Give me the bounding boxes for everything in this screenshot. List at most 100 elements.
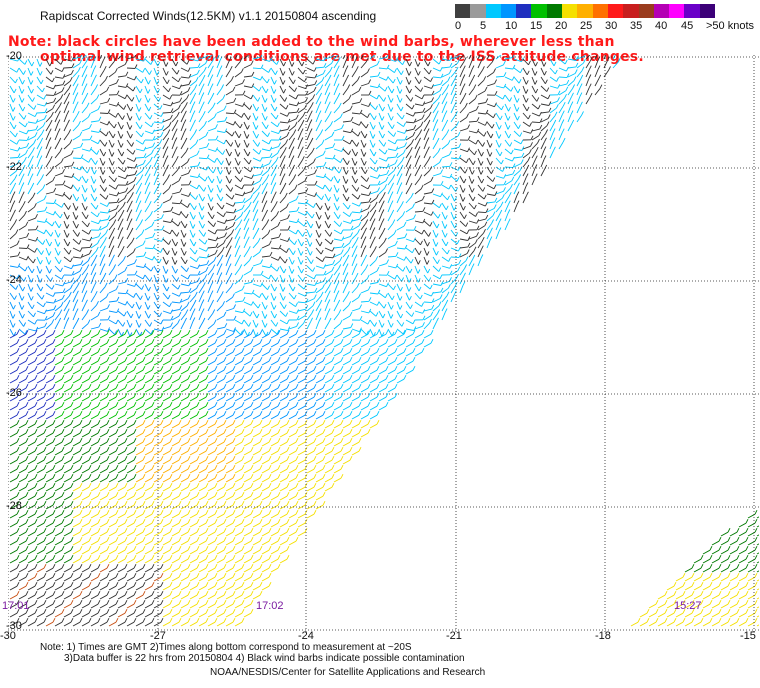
wind-barb bbox=[144, 186, 149, 195]
wind-barb bbox=[261, 405, 270, 411]
wind-barb-flag bbox=[313, 86, 317, 92]
wind-barb-flag bbox=[420, 184, 424, 190]
wind-barb-flag bbox=[160, 437, 164, 443]
wind-barb-flag bbox=[493, 204, 497, 209]
wind-barb-flag bbox=[400, 70, 404, 75]
wind-barb-flag bbox=[277, 338, 281, 344]
wind-barb bbox=[45, 414, 54, 420]
wind-barb-flag bbox=[169, 114, 173, 120]
wind-barb bbox=[324, 220, 330, 229]
wind-barb bbox=[117, 166, 125, 173]
wind-barb bbox=[144, 225, 153, 231]
wind-barb bbox=[144, 328, 152, 335]
wind-barb-flag bbox=[311, 147, 315, 153]
wind-barb-flag bbox=[340, 365, 344, 371]
wind-barb-flag bbox=[215, 236, 219, 242]
wind-barb bbox=[261, 265, 270, 269]
wind-barb bbox=[198, 105, 203, 114]
wind-barb bbox=[54, 468, 63, 474]
wind-barb-flag bbox=[166, 250, 170, 255]
wind-barb-flag bbox=[259, 338, 263, 344]
wind-barb-flag bbox=[79, 374, 83, 380]
wind-barb-flag bbox=[211, 57, 215, 62]
wind-barb-flag bbox=[188, 169, 191, 174]
wind-barb-flag bbox=[142, 392, 146, 398]
wind-barb-flag bbox=[376, 374, 380, 380]
wind-barb bbox=[270, 301, 275, 310]
wind-barb-flag bbox=[33, 312, 36, 318]
wind-barb bbox=[405, 128, 414, 132]
wind-barb bbox=[144, 310, 150, 319]
wind-barb-flag bbox=[158, 258, 162, 264]
wind-barb-flag bbox=[480, 254, 484, 259]
wind-barb bbox=[369, 301, 378, 306]
wind-barb bbox=[9, 85, 15, 94]
wind-barb-flag bbox=[89, 243, 93, 248]
wind-barb-flag bbox=[43, 329, 47, 335]
wind-barb-flag bbox=[132, 248, 136, 253]
wind-barb bbox=[117, 432, 126, 438]
wind-barb bbox=[315, 133, 322, 141]
wind-barb bbox=[450, 135, 459, 141]
wind-barb-flag bbox=[151, 428, 155, 434]
wind-barb-flag bbox=[313, 374, 317, 380]
wind-barb bbox=[99, 202, 108, 207]
wind-barb-flag bbox=[357, 131, 361, 137]
wind-barb bbox=[72, 193, 78, 202]
wind-barb-flag bbox=[291, 278, 295, 283]
wind-barb bbox=[594, 78, 600, 87]
wind-barb bbox=[63, 165, 72, 168]
wind-barb-flag bbox=[444, 308, 448, 313]
wind-barb-flag bbox=[201, 215, 205, 220]
wind-barb bbox=[513, 156, 522, 159]
wind-barb bbox=[117, 112, 123, 120]
wind-barb bbox=[333, 193, 338, 202]
wind-barb-flag bbox=[87, 222, 90, 228]
wind-barb-flag bbox=[322, 455, 326, 461]
wind-barb-flag bbox=[170, 101, 174, 107]
wind-barb bbox=[333, 396, 342, 402]
wind-barb bbox=[63, 450, 72, 456]
wind-barb-flag bbox=[516, 107, 520, 112]
legend-label: 45 bbox=[681, 20, 694, 32]
wind-barb-flag bbox=[438, 59, 442, 65]
wind-barb-flag bbox=[205, 374, 209, 380]
wind-barb-flag bbox=[75, 206, 79, 211]
wind-barb-flag bbox=[455, 66, 459, 72]
wind-barb bbox=[18, 459, 27, 465]
wind-barb bbox=[45, 333, 54, 339]
wind-barb-flag bbox=[52, 356, 56, 362]
wind-barb-flag bbox=[188, 281, 192, 287]
wind-barb bbox=[450, 256, 460, 259]
wind-barb bbox=[162, 199, 171, 204]
wind-barb-flag bbox=[318, 233, 322, 238]
wind-barb-flag bbox=[124, 437, 128, 443]
wind-barb-flag bbox=[88, 347, 92, 353]
wind-barb bbox=[90, 276, 95, 285]
wind-barb bbox=[315, 143, 323, 150]
wind-barb-flag bbox=[349, 212, 353, 217]
wind-barb bbox=[432, 274, 441, 280]
wind-barb-flag bbox=[494, 197, 498, 203]
wind-barb bbox=[216, 175, 221, 184]
wind-barb-flag bbox=[534, 164, 538, 169]
wind-barb-flag bbox=[35, 213, 38, 219]
wind-barb bbox=[162, 188, 170, 195]
wind-barb bbox=[459, 211, 465, 219]
wind-barb bbox=[27, 423, 36, 429]
wind-barb bbox=[189, 432, 198, 438]
wind-barb-flag bbox=[237, 236, 241, 241]
wind-barb-flag bbox=[435, 242, 439, 247]
wind-barb bbox=[315, 441, 324, 447]
wind-barb bbox=[108, 184, 117, 190]
wind-barb bbox=[45, 169, 52, 177]
wind-barb-flag bbox=[97, 446, 101, 452]
wind-barb bbox=[117, 75, 126, 78]
wind-barb-flag bbox=[331, 410, 335, 416]
wind-barb bbox=[234, 103, 243, 107]
wind-barb-flag bbox=[210, 188, 214, 193]
wind-barb-flag bbox=[123, 105, 127, 110]
wind-barb-flag bbox=[303, 166, 307, 171]
wind-barb bbox=[162, 274, 167, 283]
wind-barb-flag bbox=[554, 69, 558, 75]
